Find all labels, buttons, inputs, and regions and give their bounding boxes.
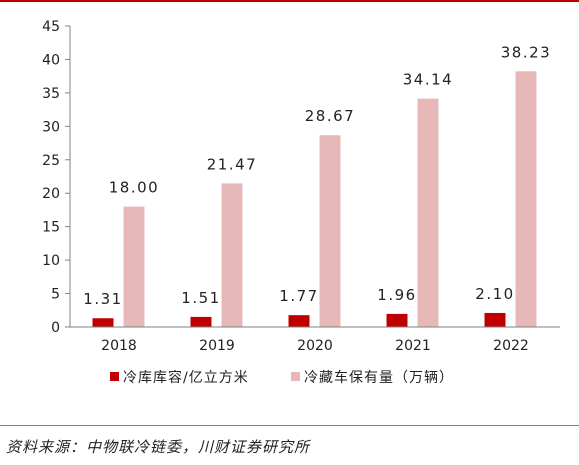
- bar-cold-storage-capacity: [386, 313, 408, 327]
- bar-value-label: 1.77: [279, 287, 318, 305]
- bar-cold-storage-capacity: [288, 315, 310, 327]
- legend-label: 冷库库容/亿立方米: [123, 369, 249, 386]
- x-axis: 2018 2019 2020 2021 2022: [70, 326, 560, 354]
- x-tick-label: 2022: [493, 338, 529, 354]
- legend-swatch: [110, 372, 119, 381]
- bars: [92, 71, 537, 328]
- bar-refrigerated-trucks: [515, 71, 537, 327]
- x-tick-label: 2020: [297, 338, 333, 354]
- bar-refrigerated-trucks: [221, 183, 243, 327]
- bar-cold-storage-capacity: [190, 316, 212, 327]
- y-tick-label: 20: [42, 186, 60, 202]
- bar-value-label: 18.00: [109, 179, 159, 197]
- source-note: 资料来源：中物联冷链委，川财证券研究所: [6, 438, 311, 456]
- legend-swatch: [291, 372, 300, 381]
- bar-value-label: 2.10: [475, 285, 514, 303]
- x-tick-label: 2018: [101, 338, 137, 354]
- y-tick-label: 15: [42, 220, 60, 236]
- y-tick-label: 40: [42, 52, 60, 68]
- bar-value-label: 28.67: [305, 107, 355, 125]
- x-tick-label: 2019: [199, 338, 235, 354]
- bar-refrigerated-trucks: [123, 206, 145, 327]
- bar-value-labels: 1.31 1.51 1.77 1.96 2.10 18.00 21.47 28.67 34.14…: [83, 43, 551, 308]
- y-tick-label: 30: [42, 119, 60, 135]
- legend: 冷库库容/亿立方米 冷藏车保有量（万辆）: [110, 369, 454, 386]
- bar-value-label: 38.23: [501, 43, 551, 61]
- bar-value-label: 1.96: [377, 286, 416, 304]
- bar-value-label: 34.14: [403, 71, 453, 89]
- y-tick-label: 25: [42, 153, 60, 169]
- y-axis: 0 5 10 15 20 25 30 35 40 45: [42, 19, 71, 336]
- bar-cold-storage-capacity: [92, 318, 114, 327]
- bar-refrigerated-trucks: [319, 135, 341, 327]
- bar-refrigerated-trucks: [417, 98, 439, 328]
- bar-value-label: 21.47: [207, 155, 257, 173]
- x-tick-label: 2021: [395, 338, 431, 354]
- bar-value-label: 1.51: [181, 289, 220, 307]
- top-rule: [0, 0, 579, 2]
- bar-value-label: 1.31: [83, 290, 122, 308]
- y-tick-label: 0: [51, 320, 60, 336]
- bar-cold-storage-capacity: [484, 312, 506, 327]
- y-tick-label: 35: [42, 86, 60, 102]
- y-tick-label: 5: [51, 287, 60, 303]
- bottom-rule: [0, 425, 579, 426]
- legend-label: 冷藏车保有量（万辆）: [304, 369, 454, 386]
- y-tick-label: 10: [42, 253, 60, 269]
- y-tick-label: 45: [42, 19, 60, 35]
